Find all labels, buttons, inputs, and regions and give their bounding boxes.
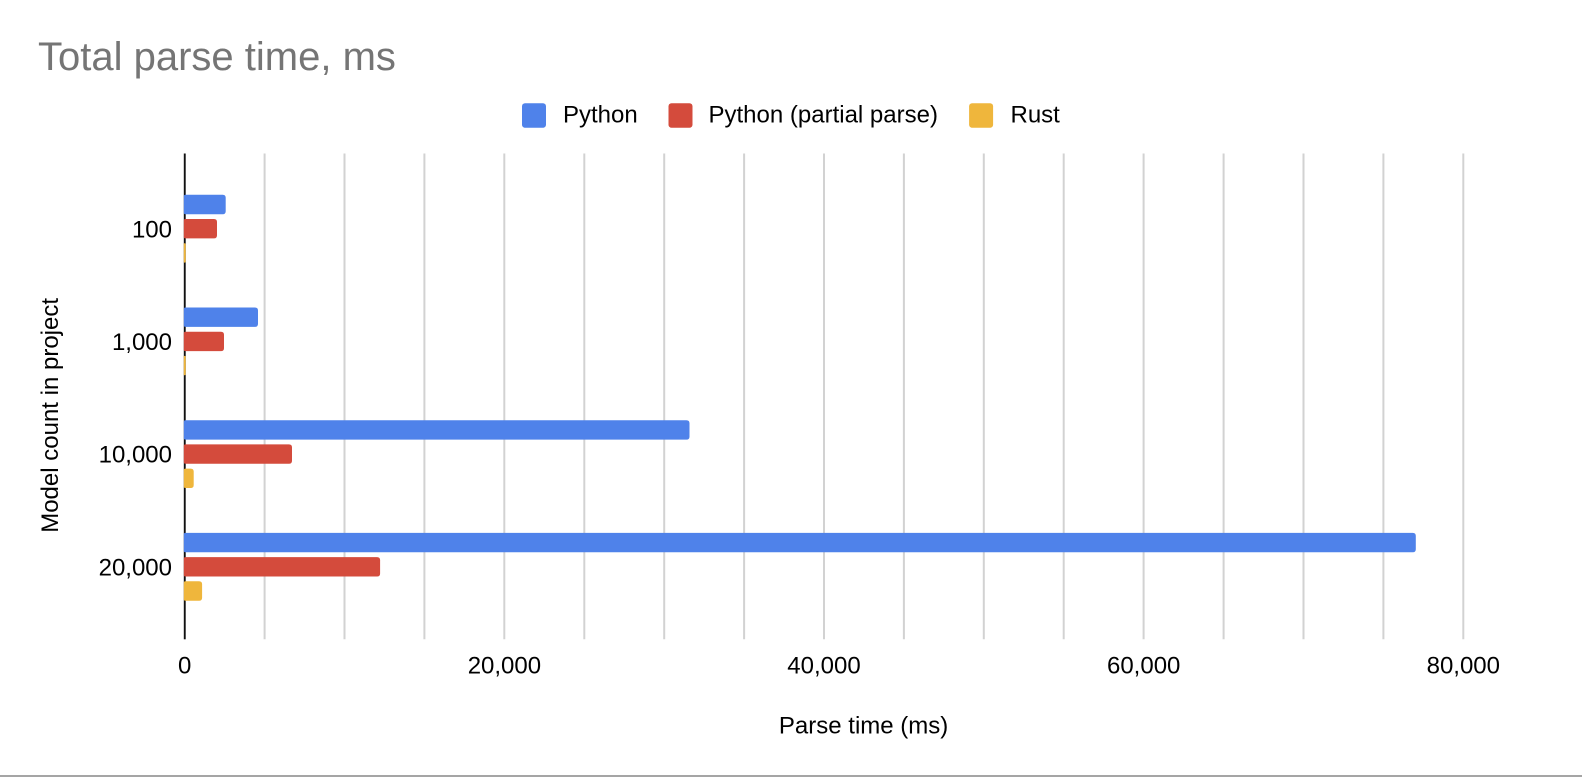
svg-text:Rust: Rust xyxy=(1011,102,1061,129)
svg-text:60,000: 60,000 xyxy=(1107,653,1180,680)
svg-text:20,000: 20,000 xyxy=(99,554,172,581)
svg-text:10,000: 10,000 xyxy=(99,442,172,469)
svg-text:100: 100 xyxy=(132,216,172,243)
svg-text:40,000: 40,000 xyxy=(787,653,860,680)
svg-text:Parse time (ms): Parse time (ms) xyxy=(779,712,948,739)
svg-text:Model count in project: Model count in project xyxy=(37,298,64,533)
svg-text:80,000: 80,000 xyxy=(1427,653,1500,680)
svg-text:20,000: 20,000 xyxy=(468,653,541,680)
svg-text:Python: Python xyxy=(563,102,638,129)
svg-text:1,000: 1,000 xyxy=(112,329,172,356)
svg-text:Python (partial parse): Python (partial parse) xyxy=(709,102,938,129)
svg-text:0: 0 xyxy=(178,653,191,680)
svg-text:Total parse time, ms: Total parse time, ms xyxy=(38,35,396,79)
